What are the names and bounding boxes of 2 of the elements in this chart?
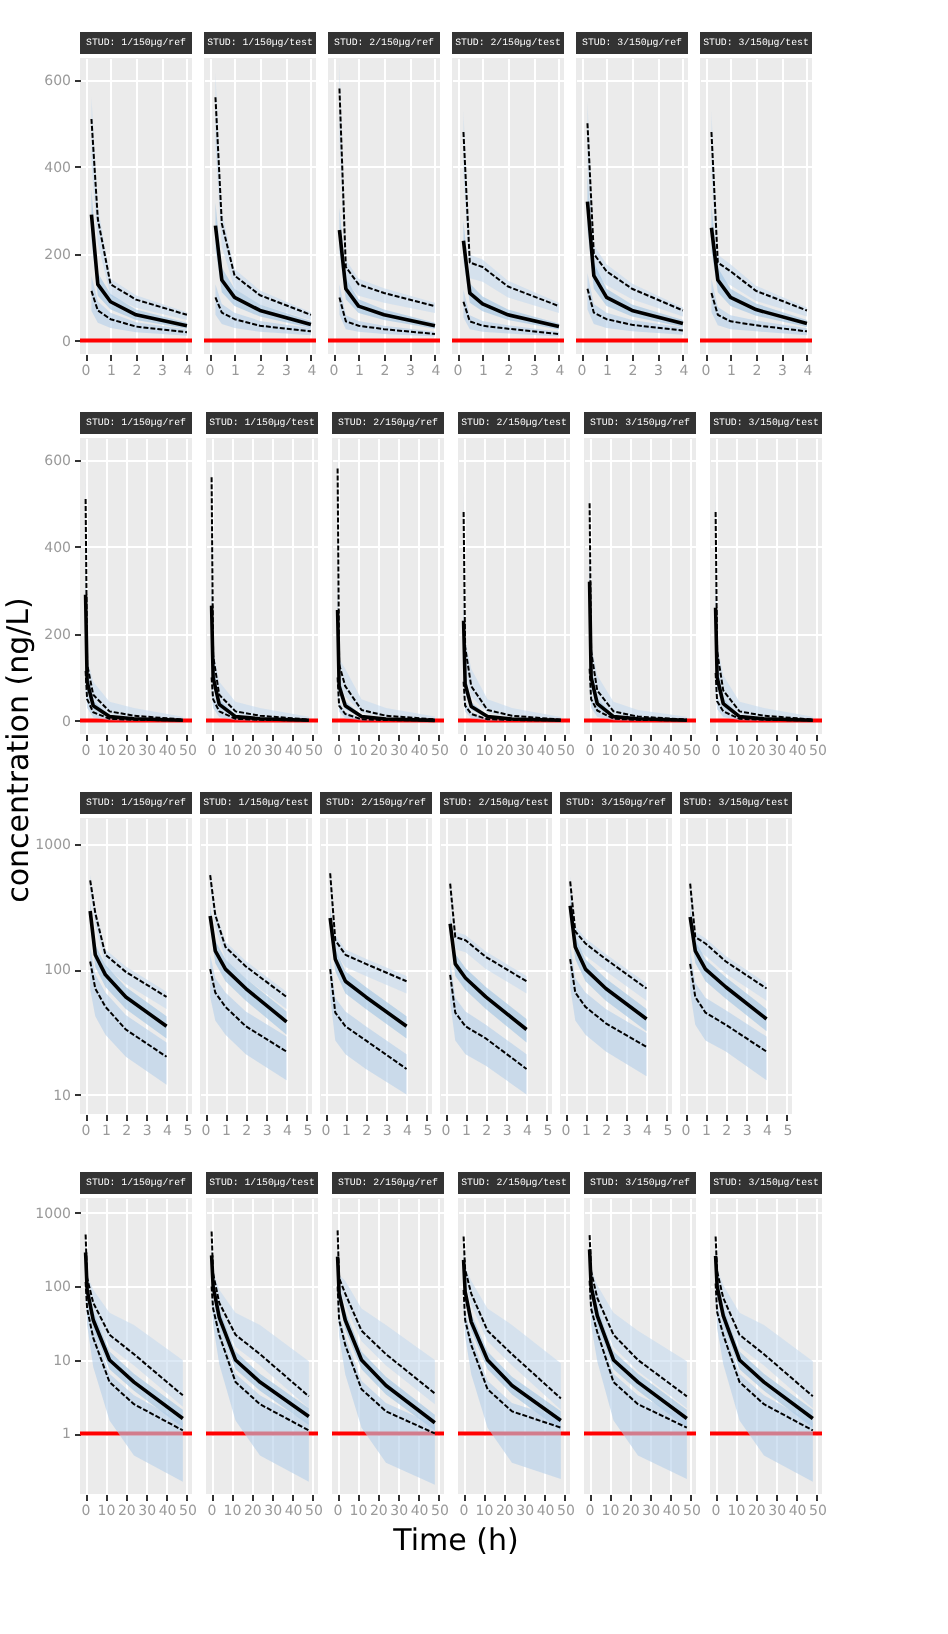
x-axis-title: Time (h) [391, 1522, 519, 1558]
y-axis-title: concentration (ng/L) [0, 597, 36, 903]
